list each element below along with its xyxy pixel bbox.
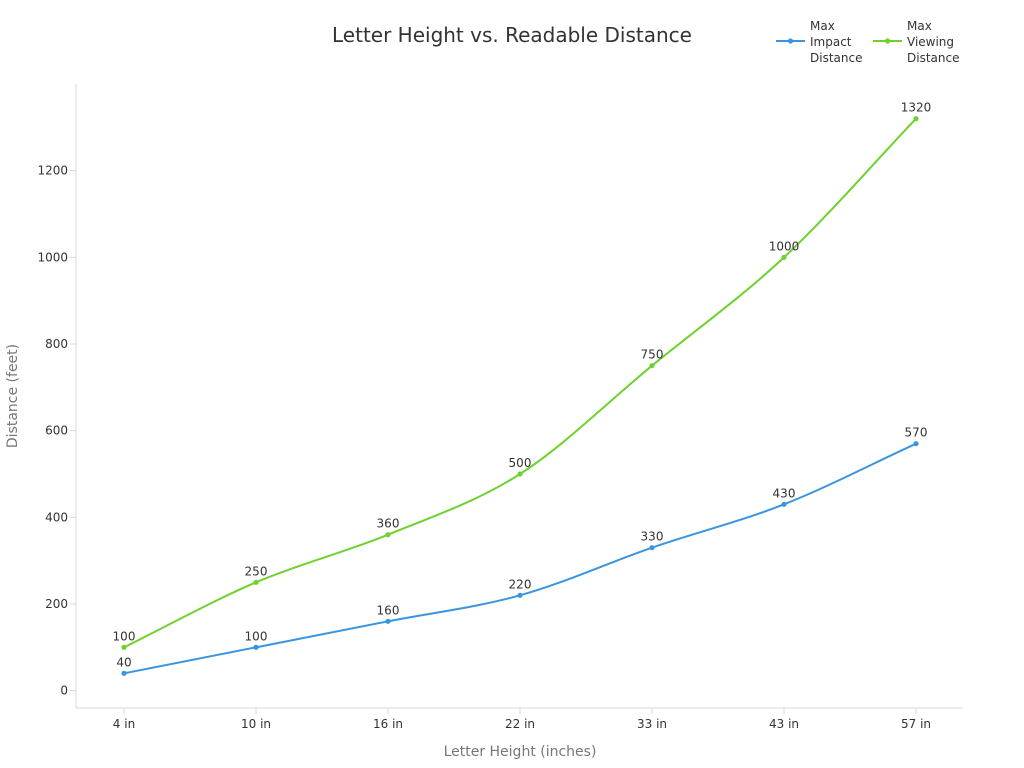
- series-line: [123, 442, 917, 675]
- legend[interactable]: Max Impact Distance Max Viewing Distance: [776, 19, 959, 65]
- data-point[interactable]: [913, 441, 919, 447]
- legend-label: Viewing: [907, 35, 954, 49]
- data-label: 100: [113, 629, 136, 643]
- series-2: 100 250 360 500 750 1000 1320: [113, 101, 932, 650]
- y-axis-label: Distance (feet): [5, 344, 21, 448]
- x-tick-label: 22 in: [505, 717, 535, 731]
- data-label: 220: [509, 577, 532, 591]
- data-label: 1000: [769, 239, 800, 253]
- legend-swatch-marker: [787, 38, 794, 44]
- legend-label: Distance: [907, 51, 959, 65]
- chart-title: Letter Height vs. Readable Distance: [332, 23, 692, 47]
- x-tick-label: 57 in: [901, 717, 931, 731]
- x-tick-label: 16 in: [373, 717, 403, 731]
- data-point[interactable]: [121, 670, 127, 676]
- x-tick-label: 4 in: [113, 717, 135, 731]
- legend-label: Max: [907, 19, 932, 33]
- data-label: 360: [377, 517, 400, 531]
- data-label: 750: [641, 348, 664, 362]
- y-tick-label: 1200: [37, 164, 68, 178]
- data-point[interactable]: [781, 254, 787, 260]
- y-tick-label: 400: [45, 510, 68, 524]
- legend-item-2[interactable]: Max Viewing Distance: [873, 19, 959, 65]
- data-label: 430: [773, 486, 796, 500]
- data-point[interactable]: [517, 592, 523, 598]
- y-tick-label: 600: [45, 424, 68, 438]
- data-point[interactable]: [121, 644, 127, 650]
- data-point[interactable]: [385, 618, 391, 624]
- series-line: [123, 117, 917, 649]
- series-layer: 4010016022033043057010025036050075010001…: [113, 101, 932, 676]
- y-axis-ticks: 0 200 400 600 800 1000 1200: [37, 164, 76, 698]
- legend-label: Impact: [810, 35, 852, 49]
- y-tick-label: 0: [60, 684, 68, 698]
- x-axis-label: Letter Height (inches): [444, 744, 597, 760]
- legend-swatch-marker: [884, 38, 891, 44]
- data-label: 1320: [901, 101, 932, 115]
- data-label: 570: [905, 426, 928, 440]
- data-point[interactable]: [649, 545, 655, 551]
- x-axis-ticks: 4 in 10 in 16 in 22 in 33 in 43 in 57 in: [113, 708, 931, 731]
- legend-item-1[interactable]: Max Impact Distance: [776, 19, 862, 65]
- data-point[interactable]: [913, 116, 919, 122]
- data-point[interactable]: [517, 471, 523, 477]
- data-label: 160: [377, 603, 400, 617]
- y-tick-label: 800: [45, 337, 68, 351]
- y-tick-label: 200: [45, 597, 68, 611]
- data-point[interactable]: [253, 644, 259, 650]
- data-point[interactable]: [385, 532, 391, 538]
- data-label: 250: [245, 564, 268, 578]
- data-point[interactable]: [649, 363, 655, 369]
- data-label: 500: [509, 456, 532, 470]
- x-tick-label: 33 in: [637, 717, 667, 731]
- data-label: 330: [641, 530, 664, 544]
- legend-label: Distance: [810, 51, 862, 65]
- x-tick-label: 43 in: [769, 717, 799, 731]
- data-point[interactable]: [781, 501, 787, 507]
- data-label: 40: [116, 655, 131, 669]
- x-tick-label: 10 in: [241, 717, 271, 731]
- data-label: 100: [245, 629, 268, 643]
- series-1: 40 100 160 220 330 430 570: [116, 426, 927, 676]
- legend-label: Max: [810, 19, 835, 33]
- data-point[interactable]: [253, 579, 259, 585]
- y-tick-label: 1000: [37, 250, 68, 264]
